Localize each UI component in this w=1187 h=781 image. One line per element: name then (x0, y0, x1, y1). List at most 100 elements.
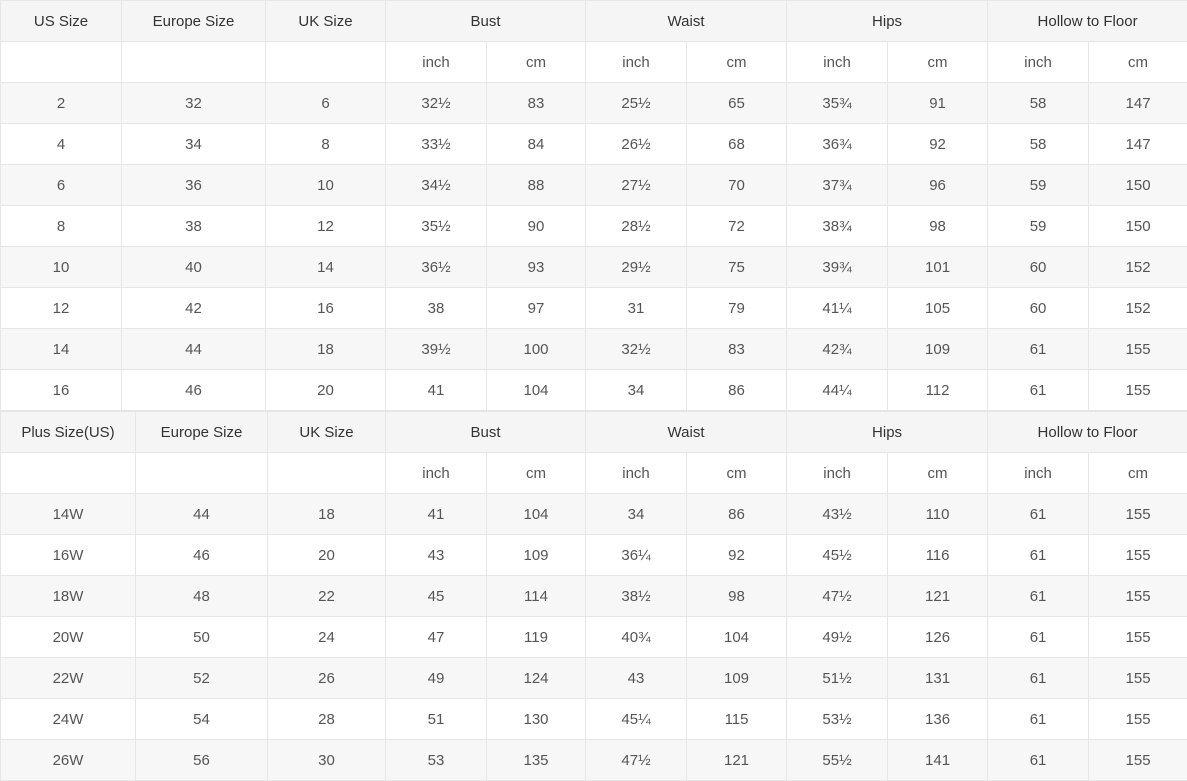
table-cell: 105 (888, 288, 988, 329)
table-cell: 8 (1, 206, 122, 247)
table-cell: 70 (687, 165, 787, 206)
table-cell: 130 (487, 699, 586, 740)
table-cell: 52 (136, 658, 268, 699)
table-cell: 49½ (787, 617, 888, 658)
table-cell: 58 (988, 124, 1089, 165)
table-cell: 110 (888, 494, 988, 535)
table-cell: 16 (266, 288, 386, 329)
table-cell: 150 (1089, 206, 1187, 247)
table-cell: 22 (268, 576, 386, 617)
table-cell: 42¾ (787, 329, 888, 370)
table-cell: 18 (268, 494, 386, 535)
column-header: Europe Size (122, 1, 266, 42)
table-cell: 136 (888, 699, 988, 740)
table-cell: 61 (988, 617, 1089, 658)
table-cell: 47½ (787, 576, 888, 617)
table-cell: 155 (1089, 617, 1187, 658)
column-header: Bust (386, 412, 586, 453)
table-cell: 53 (386, 740, 487, 781)
table-cell: 84 (487, 124, 586, 165)
table-cell: 45¼ (586, 699, 687, 740)
table-cell: 72 (687, 206, 787, 247)
table-cell: 45½ (787, 535, 888, 576)
table-cell: 47 (386, 617, 487, 658)
column-header: Hips (787, 1, 988, 42)
table-cell: 92 (687, 535, 787, 576)
table-cell: 114 (487, 576, 586, 617)
table-cell: 35½ (386, 206, 487, 247)
table-cell: 61 (988, 699, 1089, 740)
table-cell: 109 (487, 535, 586, 576)
table-cell: 51½ (787, 658, 888, 699)
column-header: Hollow to Floor (988, 412, 1187, 453)
table-cell: 8 (266, 124, 386, 165)
unit-header: cm (1089, 453, 1187, 494)
table-cell: 155 (1089, 699, 1187, 740)
unit-header: inch (586, 453, 687, 494)
table-cell: 36½ (386, 247, 487, 288)
table-cell: 16 (1, 370, 122, 411)
table-cell: 53½ (787, 699, 888, 740)
table-cell: 86 (687, 494, 787, 535)
unit-header: inch (988, 453, 1089, 494)
table-cell: 46 (122, 370, 266, 411)
table-cell: 41 (386, 494, 487, 535)
table-cell: 6 (266, 83, 386, 124)
table-cell: 131 (888, 658, 988, 699)
table-cell: 34½ (386, 165, 487, 206)
table-cell: 38¾ (787, 206, 888, 247)
unit-header: cm (888, 42, 988, 83)
table-cell: 155 (1089, 329, 1187, 370)
table-cell: 2 (1, 83, 122, 124)
table-cell: 36¼ (586, 535, 687, 576)
column-header: Plus Size(US) (1, 412, 136, 453)
table-cell: 96 (888, 165, 988, 206)
table-cell: 93 (487, 247, 586, 288)
table-cell: 155 (1089, 494, 1187, 535)
empty-cell (122, 42, 266, 83)
table-cell: 38 (386, 288, 487, 329)
table-cell: 35¾ (787, 83, 888, 124)
table-cell: 98 (888, 206, 988, 247)
table-cell: 39¾ (787, 247, 888, 288)
column-header: Europe Size (136, 412, 268, 453)
table-cell: 32 (122, 83, 266, 124)
table-cell: 61 (988, 740, 1089, 781)
table-cell: 48 (136, 576, 268, 617)
table-cell: 45 (386, 576, 487, 617)
table-cell: 10 (1, 247, 122, 288)
table-cell: 152 (1089, 247, 1187, 288)
table-cell: 36¾ (787, 124, 888, 165)
table-cell: 46 (136, 535, 268, 576)
table-cell: 155 (1089, 535, 1187, 576)
table-cell: 39½ (386, 329, 487, 370)
unit-header: inch (386, 42, 487, 83)
table-cell: 43 (586, 658, 687, 699)
table-cell: 61 (988, 370, 1089, 411)
table-cell: 104 (487, 494, 586, 535)
column-header: US Size (1, 1, 122, 42)
table-cell: 25½ (586, 83, 687, 124)
table-cell: 26 (268, 658, 386, 699)
column-header: UK Size (266, 1, 386, 42)
table-cell: 34 (586, 370, 687, 411)
table-cell: 34 (122, 124, 266, 165)
empty-cell (266, 42, 386, 83)
table-cell: 100 (487, 329, 586, 370)
table-cell: 104 (687, 617, 787, 658)
unit-header: inch (586, 42, 687, 83)
table-cell: 44 (122, 329, 266, 370)
empty-cell (268, 453, 386, 494)
table-cell: 147 (1089, 83, 1187, 124)
table-cell: 27½ (586, 165, 687, 206)
